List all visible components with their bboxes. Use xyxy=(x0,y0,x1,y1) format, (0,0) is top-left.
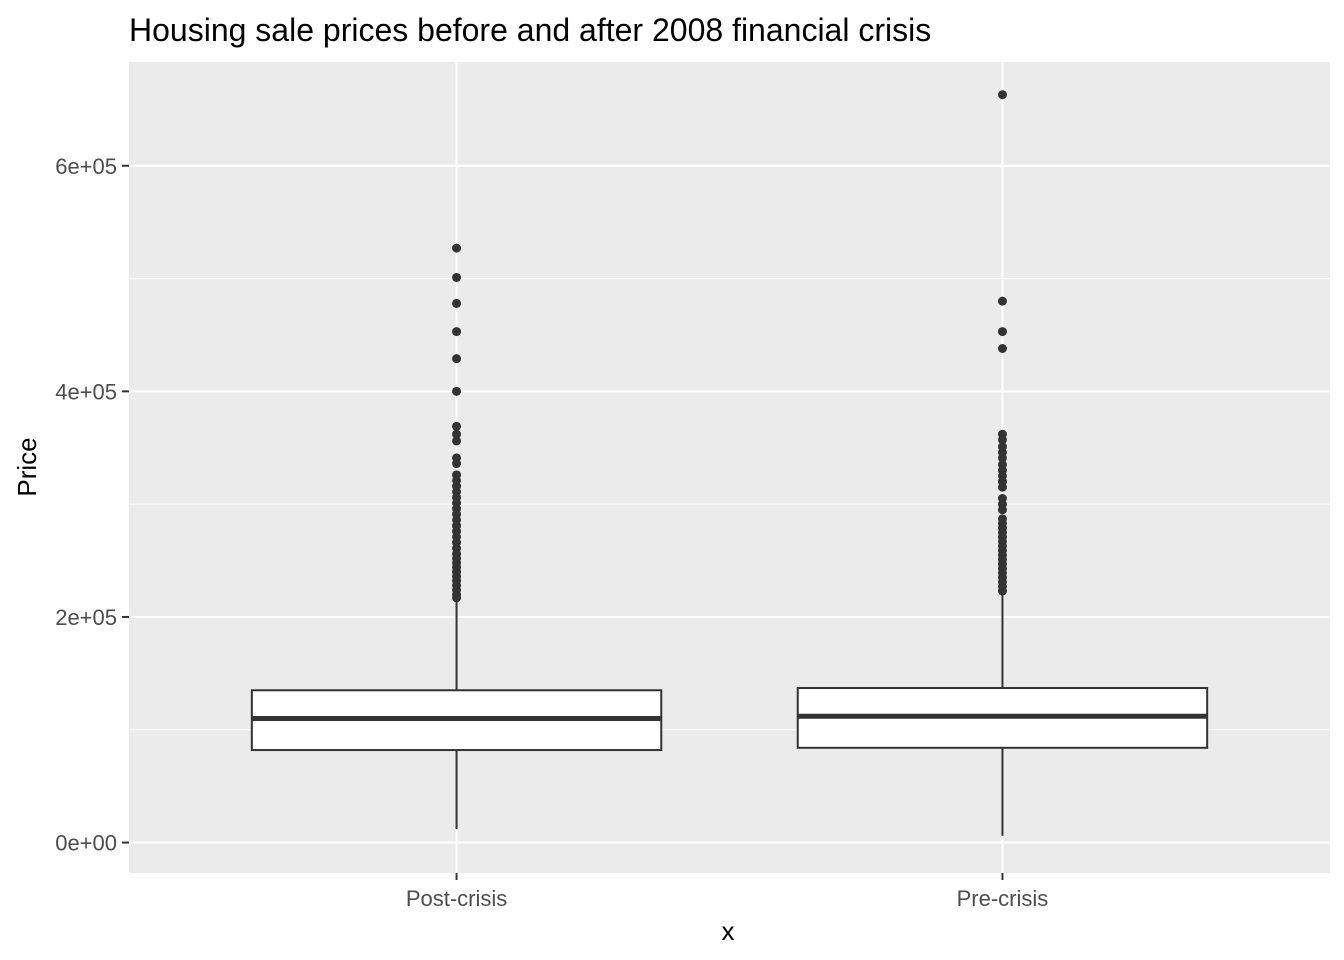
outlier-point xyxy=(997,586,1007,596)
outlier-point xyxy=(452,243,462,253)
box-pre-crisis xyxy=(796,90,1209,836)
y-axis-label: Price xyxy=(12,437,42,496)
outlier-point xyxy=(997,344,1007,354)
outlier-point xyxy=(997,435,1007,445)
axes: 0e+00 2e+05 4e+05 6e+05 Post-crisis Pre-crisi… xyxy=(55,154,1048,911)
outlier-point xyxy=(452,298,462,308)
outlier-point xyxy=(997,296,1007,306)
x-axis-label: x xyxy=(722,916,735,946)
x-tick-label: Post-crisis xyxy=(406,886,507,911)
y-tick-label: 6e+05 xyxy=(55,154,117,179)
outlier-point xyxy=(997,327,1007,337)
x-tick-label: Pre-crisis xyxy=(957,886,1049,911)
box-post-crisis xyxy=(250,243,663,830)
box-series xyxy=(250,90,1209,836)
outlier-point xyxy=(452,593,462,603)
y-tick-label: 4e+05 xyxy=(55,379,117,404)
outlier-point xyxy=(452,436,462,446)
outlier-point xyxy=(997,453,1007,463)
outlier-point xyxy=(997,482,1007,492)
outlier-point xyxy=(452,429,462,439)
chart-title: Housing sale prices before and after 200… xyxy=(129,12,931,48)
outlier-point xyxy=(452,421,462,431)
y-tick-label: 2e+05 xyxy=(55,605,117,630)
outlier-point xyxy=(452,327,462,337)
outlier-point xyxy=(452,354,462,364)
outlier-point xyxy=(452,386,462,396)
plot-panel xyxy=(129,62,1330,873)
outlier-point xyxy=(997,90,1007,100)
outlier-point xyxy=(452,272,462,282)
outlier-point xyxy=(997,505,1007,515)
y-tick-label: 0e+00 xyxy=(55,831,117,856)
outlier-point xyxy=(452,459,462,469)
